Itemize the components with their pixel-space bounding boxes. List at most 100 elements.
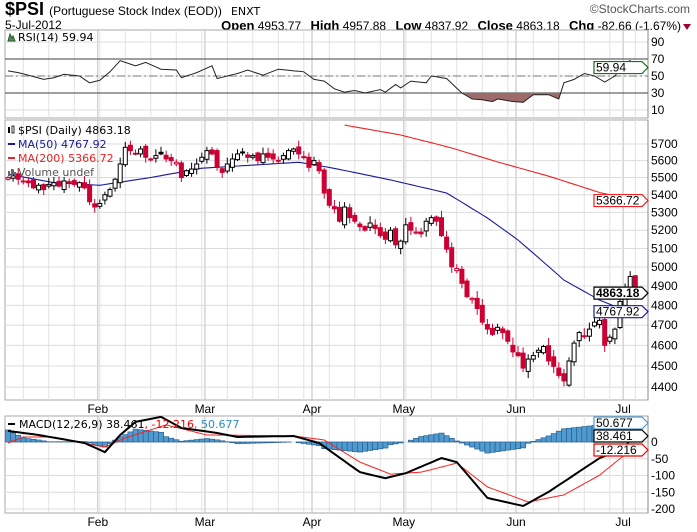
candle xyxy=(331,206,337,210)
macd-histogram-bar xyxy=(555,430,562,443)
candle xyxy=(439,217,444,237)
candle xyxy=(36,184,42,191)
price-tick-label: 5700 xyxy=(651,137,678,151)
month-label: Feb xyxy=(87,515,108,529)
candle xyxy=(204,150,210,160)
ma50-line xyxy=(7,161,636,313)
macd-histogram-bar xyxy=(382,441,389,449)
macd-histogram-bar xyxy=(479,441,486,452)
macd-histogram-bar xyxy=(387,441,394,446)
macd-histogram-bar xyxy=(234,441,241,445)
macd-histogram-bar xyxy=(219,440,226,443)
candle xyxy=(352,215,358,222)
candle xyxy=(153,155,159,159)
candle xyxy=(20,180,26,183)
macd-histogram-bar xyxy=(504,441,511,451)
macd-histogram-bar xyxy=(351,441,358,452)
macd-histogram-bar xyxy=(520,441,527,449)
macd-value-tag: 38.461 xyxy=(593,429,649,443)
security-name: (Portuguese Stock Index (EOD)) xyxy=(49,4,222,18)
candle xyxy=(173,161,179,165)
macd-histogram-bar xyxy=(489,441,496,453)
candle xyxy=(423,220,429,232)
rsi-value-tag-text: 59.94 xyxy=(596,61,626,75)
candle xyxy=(311,160,317,166)
price-tick-label: 4800 xyxy=(651,298,678,312)
candle xyxy=(56,180,62,187)
macd-histogram-bar xyxy=(576,426,583,443)
candle xyxy=(459,268,465,284)
month-label: Jul xyxy=(615,402,630,416)
macd-tick-label: 0 xyxy=(651,435,658,449)
close-value-tag-box xyxy=(593,286,649,300)
macd-histogram-bar xyxy=(428,434,435,443)
candle xyxy=(184,170,189,176)
macd-histogram-bar xyxy=(20,437,27,443)
macd-histogram-bar xyxy=(464,441,470,446)
macd-histogram-bar xyxy=(413,438,419,443)
candle xyxy=(546,345,552,362)
month-label: Jun xyxy=(506,402,525,416)
candle xyxy=(112,178,118,189)
rsi-tick-label: 90 xyxy=(651,35,665,49)
candle xyxy=(454,268,460,272)
candle xyxy=(337,206,342,222)
candle xyxy=(490,327,495,335)
macd-histogram-bar xyxy=(535,439,542,443)
price-tick-label: 5500 xyxy=(651,171,678,185)
copyright: ©StockCharts.com xyxy=(589,2,690,16)
close-value-tag: 4863.18 xyxy=(593,286,649,300)
macd-histogram-bar xyxy=(341,441,348,451)
macd-histogram-bar xyxy=(362,441,368,452)
month-label: Mar xyxy=(195,515,216,529)
candle xyxy=(479,304,485,323)
candle xyxy=(296,146,302,155)
macd-histogram-bar xyxy=(30,438,37,443)
macd-histogram-bar xyxy=(443,435,450,443)
macd-histogram-bar xyxy=(418,436,425,443)
macd-histogram-bar xyxy=(173,439,180,443)
rsi-value-tag: 59.94 xyxy=(593,61,649,75)
macd-histogram-bar xyxy=(25,438,32,443)
candle xyxy=(372,224,378,229)
candle xyxy=(270,153,276,160)
month-label: Jun xyxy=(506,515,525,529)
macd-legend: MACD(12,26,9) 38.461, -12.216, 50.677 xyxy=(19,418,239,431)
candle xyxy=(194,163,200,170)
ma200-legend: MA(200) 5366.72 xyxy=(18,152,114,165)
candle xyxy=(286,150,291,160)
macd-histogram-bar xyxy=(499,441,506,452)
macd-histogram-bar xyxy=(408,439,414,443)
candle xyxy=(66,181,72,184)
candle xyxy=(15,173,21,180)
price-tick-label: 4700 xyxy=(651,318,678,332)
macd-histogram-bar xyxy=(377,441,384,450)
rsi-legend: RSI(14) 59.94 xyxy=(18,31,93,44)
candle xyxy=(367,222,373,228)
histogram-value-tag-text: 50.677 xyxy=(596,416,633,430)
candle xyxy=(46,183,52,187)
exchange: ENXT xyxy=(230,5,261,18)
macd-legend-value: MACD(12,26,9) 38.461 xyxy=(19,418,145,431)
volume-icon-bar xyxy=(14,172,16,176)
macd-histogram-bar xyxy=(40,440,47,443)
macd-histogram-bar xyxy=(300,441,307,444)
close-value: 4863.18 xyxy=(516,19,560,33)
candle xyxy=(138,148,144,155)
macd-histogram-bar xyxy=(515,441,521,449)
candle xyxy=(117,163,123,184)
macd-histogram-bar xyxy=(438,432,445,443)
macd-histogram-bar xyxy=(545,435,552,443)
rsi-tick-label: 70 xyxy=(651,52,665,66)
candle xyxy=(382,231,388,240)
candle xyxy=(275,159,281,162)
candle xyxy=(393,228,399,246)
macd-histogram-bar xyxy=(571,427,578,443)
macd-histogram-bar xyxy=(448,438,455,443)
candle xyxy=(515,352,521,357)
candle xyxy=(607,336,613,342)
price-legend: $PSI (Daily) 4863.18 xyxy=(18,124,131,137)
candle xyxy=(316,162,322,172)
candle xyxy=(41,184,47,191)
